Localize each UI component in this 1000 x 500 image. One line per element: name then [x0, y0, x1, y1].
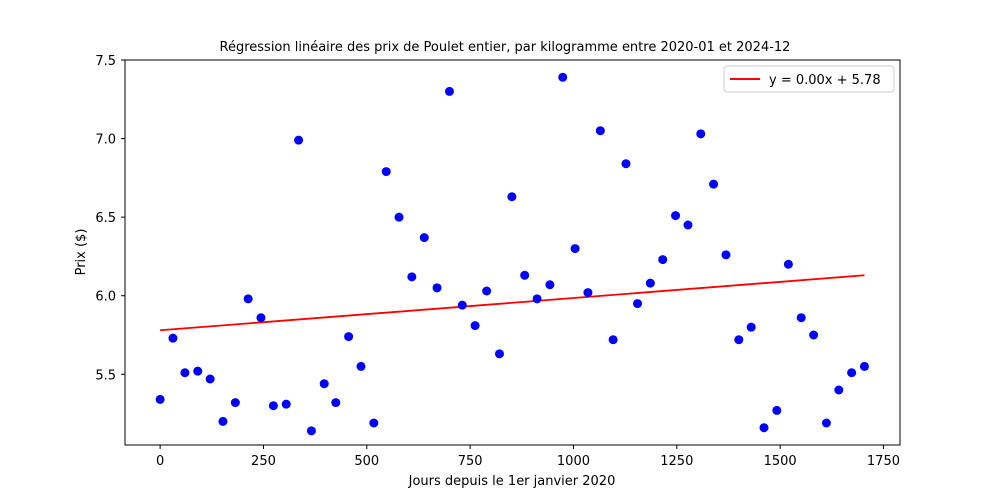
data-point: [168, 333, 178, 343]
data-point: [407, 272, 417, 282]
data-point: [205, 374, 215, 384]
data-point: [507, 192, 517, 202]
data-point: [482, 286, 492, 296]
data-point: [621, 159, 631, 169]
data-point: [356, 361, 366, 371]
x-tick-label: 1750: [867, 454, 900, 469]
y-tick-label: 6.5: [95, 211, 116, 226]
data-point: [721, 250, 731, 260]
data-point: [545, 280, 555, 290]
data-point: [709, 179, 719, 189]
y-tick-label: 7.5: [95, 54, 116, 69]
x-tick-label: 0: [156, 454, 164, 469]
data-point: [696, 129, 706, 139]
data-point: [394, 212, 404, 222]
data-point: [470, 321, 480, 331]
data-point: [595, 126, 605, 136]
regression-line: [160, 274, 865, 332]
x-tick-label: 1500: [764, 454, 797, 469]
data-point: [734, 335, 744, 345]
data-point: [570, 244, 580, 254]
data-point: [256, 313, 266, 323]
x-tick-label: 1250: [660, 454, 693, 469]
y-tick-label: 5.5: [95, 368, 116, 383]
data-point: [645, 278, 655, 288]
y-tick-label: 7.0: [95, 133, 116, 148]
y-axis: 5.5 6.0 6.5 7.0 7.5: [95, 54, 125, 383]
data-point: [608, 335, 618, 345]
data-point: [193, 366, 203, 376]
data-point: [834, 385, 844, 395]
data-point: [243, 294, 253, 304]
plot-area: [155, 72, 869, 436]
data-point: [671, 211, 681, 221]
data-point: [419, 233, 429, 243]
data-point: [218, 416, 228, 426]
x-tick-label: 1000: [557, 454, 590, 469]
data-point: [847, 368, 857, 378]
legend-entry-label: y = 0.00x + 5.78: [769, 73, 881, 88]
data-point: [230, 398, 240, 408]
data-point: [683, 220, 693, 230]
data-point: [281, 399, 291, 409]
data-point: [809, 330, 819, 340]
data-point: [432, 283, 442, 293]
data-point: [821, 418, 831, 428]
data-point: [457, 300, 467, 310]
data-point: [520, 270, 530, 280]
data-point: [294, 135, 304, 145]
x-tick-label: 250: [251, 454, 276, 469]
data-point: [633, 299, 643, 309]
x-axis: 0 250 500 750 1000 1250 1500 1750: [156, 445, 900, 469]
data-point: [344, 332, 354, 342]
legend: y = 0.00x + 5.78: [723, 65, 895, 93]
data-point: [746, 322, 756, 332]
data-point: [444, 86, 454, 96]
data-point: [796, 313, 806, 323]
data-point: [306, 426, 316, 436]
y-axis-label: Prix ($): [74, 229, 89, 276]
x-tick-label: 500: [354, 454, 379, 469]
data-point: [319, 379, 329, 389]
data-point: [180, 368, 190, 378]
data-point: [532, 294, 542, 304]
y-tick-label: 6.0: [95, 290, 116, 305]
data-point: [155, 394, 165, 404]
data-point: [268, 401, 278, 411]
data-point: [381, 167, 391, 177]
data-point: [558, 72, 568, 82]
data-point: [369, 418, 379, 428]
chart-title: Régression linéaire des prix de Poulet e…: [220, 40, 791, 55]
data-point: [772, 405, 782, 415]
data-point: [494, 349, 504, 359]
plot-frame: [124, 59, 901, 446]
data-point: [583, 288, 593, 298]
data-point: [859, 361, 869, 371]
data-point: [658, 255, 668, 265]
legend-box: [723, 65, 895, 93]
data-point: [331, 398, 341, 408]
data-point: [783, 259, 793, 269]
x-tick-label: 750: [458, 454, 483, 469]
x-axis-label: Jours depuis le 1er janvier 2020: [408, 474, 616, 489]
data-point: [759, 423, 769, 433]
